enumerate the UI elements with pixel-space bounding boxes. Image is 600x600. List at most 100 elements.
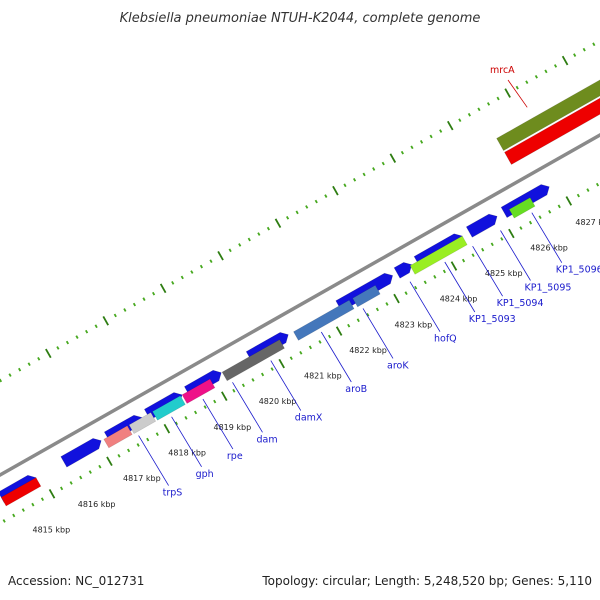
- tick-label: 4826 kbp: [530, 243, 568, 252]
- inner-tick-ring-tick: [576, 193, 580, 198]
- inner-tick-ring-tick: [548, 209, 552, 214]
- tick-label: 4819 kbp: [214, 423, 252, 432]
- inner-tick-ring-tick: [481, 247, 485, 252]
- outer-tick-ring-tick: [419, 140, 424, 144]
- inner-tick-ring-tick: [127, 448, 131, 453]
- outer-tick-ring-tick: [159, 283, 167, 294]
- gene-leader-line: [270, 360, 302, 411]
- outer-tick-ring-tick: [171, 281, 175, 285]
- inner-tick-ring-tick: [2, 519, 6, 523]
- inner-tick-ring-tick: [117, 453, 121, 458]
- inner-tick-ring-tick: [12, 513, 16, 518]
- gene-arrow: [393, 262, 413, 279]
- gene-label: aroK: [387, 360, 409, 371]
- genome-summary: Topology: circular; Length: 5,248,520 bp…: [261, 574, 592, 588]
- gene-leader-line: [531, 212, 563, 263]
- gene-leader-line: [138, 435, 169, 486]
- inner-tick-ring-tick: [414, 285, 418, 290]
- inner-tick-ring-tick: [557, 204, 561, 209]
- outer-tick-ring-tick: [525, 80, 529, 85]
- inner-tick-ring-tick: [508, 228, 515, 239]
- outer-tick-ring-tick: [561, 55, 569, 66]
- outer-tick-ring-tick: [573, 53, 577, 57]
- inner-tick-ring-tick: [595, 182, 600, 187]
- gene-bar-dam: [181, 378, 216, 404]
- tick-label: 4825 kbp: [485, 269, 523, 278]
- outer-tick-ring-tick: [85, 329, 89, 334]
- gene-label: gph: [196, 469, 214, 480]
- outer-tick-ring-tick: [0, 378, 3, 383]
- outer-tick-ring-tick: [132, 302, 137, 307]
- inner-tick-ring-tick: [79, 475, 83, 480]
- outer-tick-ring-tick: [152, 291, 156, 296]
- outer-tick-ring-tick: [199, 264, 204, 269]
- gene-bar-hofQ: [409, 235, 468, 275]
- gene-bar-red-left: [0, 477, 42, 507]
- outer-tick-ring-tick: [209, 259, 213, 264]
- outer-tick-ring-tick: [75, 335, 79, 339]
- gene-label: rpe: [227, 451, 243, 462]
- inner-tick-ring-tick: [528, 220, 533, 225]
- inner-tick-ring-tick: [232, 388, 236, 393]
- outer-tick-ring-tick: [429, 134, 433, 139]
- inner-tick-ring-tick: [565, 196, 573, 206]
- gene-leader-line: [409, 281, 441, 332]
- outer-tick-ring-tick: [37, 356, 41, 361]
- tick-label: 4818 kbp: [168, 449, 206, 458]
- inner-tick-ring-tick: [299, 350, 303, 355]
- backbone-ring: [0, 132, 600, 478]
- inner-tick-ring-tick: [375, 307, 379, 312]
- outer-tick-ring-tick: [458, 118, 462, 123]
- gene-label: dam: [257, 434, 278, 445]
- outer-tick-ring-tick: [8, 373, 12, 377]
- outer-tick-ring-tick: [56, 346, 60, 350]
- gene-leader-line: [444, 261, 476, 313]
- outer-tick-ring-tick: [295, 210, 299, 215]
- outer-tick-ring-tick: [247, 237, 251, 242]
- inner-tick-ring-tick: [31, 502, 35, 507]
- tick-label: 4823 kbp: [395, 320, 433, 329]
- inner-tick-ring-tick: [318, 340, 322, 344]
- outer-tick-ring-tick: [27, 362, 31, 367]
- inner-tick-ring-tick: [385, 302, 389, 306]
- outer-tick-ring-tick: [190, 270, 194, 274]
- inner-tick-ring-tick: [278, 358, 285, 369]
- gene-bar-aroK: [352, 284, 381, 308]
- inner-tick-ring-tick: [308, 345, 312, 350]
- outer-tick-ring-tick: [477, 107, 481, 112]
- gene-label: KP1_5093: [469, 314, 516, 325]
- outer-tick-ring-tick: [314, 199, 318, 204]
- map-title: Klebsiella pneumoniae NTUH-K2044, comple…: [120, 11, 481, 26]
- tick-label: 4822 kbp: [349, 346, 387, 355]
- inner-tick-ring-tick: [433, 275, 437, 279]
- inner-tick-ring-tick: [490, 242, 494, 247]
- inner-tick-ring-tick: [500, 237, 504, 241]
- inner-tick-ring-tick: [213, 399, 217, 404]
- outer-tick-ring-tick: [410, 145, 414, 150]
- outer-tick-ring-tick: [238, 243, 242, 247]
- outer-tick-ring-tick: [113, 313, 117, 318]
- outer-tick-ring-tick: [257, 232, 261, 236]
- inner-tick-ring-tick: [251, 378, 255, 382]
- outer-tick-ring-tick: [504, 88, 511, 98]
- inner-tick-ring-tick: [69, 481, 73, 485]
- gene-label: trpS: [163, 488, 183, 499]
- inner-tick-ring-tick: [203, 405, 207, 409]
- outer-tick-ring-tick: [217, 250, 224, 261]
- outer-tick-ring-tick: [467, 112, 471, 117]
- tick-label: 4824 kbp: [440, 295, 478, 304]
- gene-leader-line: [232, 382, 263, 433]
- inner-tick-ring-tick: [260, 372, 265, 377]
- gene-arrow: [465, 213, 498, 238]
- tick-label: 4817 kbp: [123, 474, 161, 483]
- outer-tick-ring-tick: [496, 96, 500, 101]
- outer-tick-ring-tick: [228, 248, 232, 253]
- gene-label: hofQ: [434, 334, 457, 345]
- feature-layer: [0, 79, 600, 507]
- inner-tick-ring-tick: [471, 253, 475, 258]
- gene-label: damX: [295, 413, 323, 424]
- inner-tick-ring-tick: [184, 416, 188, 420]
- gene-label: KP1_5094: [497, 298, 544, 309]
- tick-label: 4816 kbp: [78, 500, 116, 509]
